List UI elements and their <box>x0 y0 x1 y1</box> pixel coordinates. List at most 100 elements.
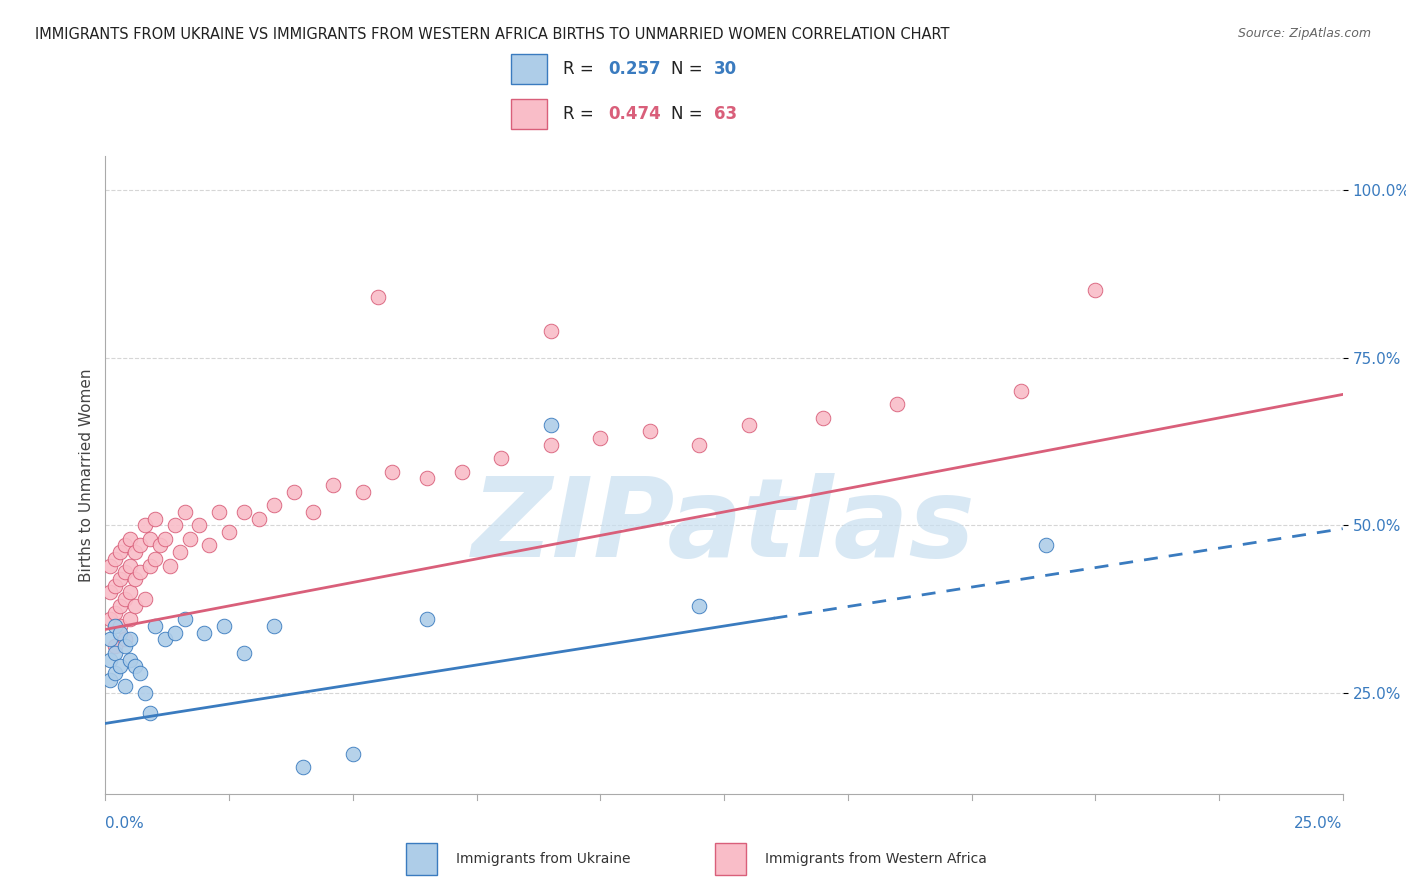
Point <box>104 666 127 681</box>
Text: IMMIGRANTS FROM UKRAINE VS IMMIGRANTS FROM WESTERN AFRICA BIRTHS TO UNMARRIED WO: IMMIGRANTS FROM UKRAINE VS IMMIGRANTS FR… <box>35 27 949 42</box>
Point <box>110 625 132 640</box>
Point <box>352 484 374 499</box>
Point <box>110 599 132 613</box>
Point <box>143 511 166 525</box>
Point <box>139 558 162 573</box>
Point <box>129 539 152 553</box>
Point <box>120 532 142 546</box>
Point <box>367 290 389 304</box>
Point <box>247 511 270 525</box>
Point <box>1035 539 1057 553</box>
Text: Source: ZipAtlas.com: Source: ZipAtlas.com <box>1237 27 1371 40</box>
Text: Immigrants from Ukraine: Immigrants from Ukraine <box>456 852 630 866</box>
Point <box>110 619 132 633</box>
Text: 0.0%: 0.0% <box>105 816 145 830</box>
Point <box>120 652 142 666</box>
Point <box>1084 284 1107 298</box>
Text: 0.474: 0.474 <box>607 105 661 123</box>
Point <box>134 686 156 700</box>
Point <box>540 438 562 452</box>
Text: 63: 63 <box>714 105 737 123</box>
Point <box>134 592 156 607</box>
Point <box>104 579 127 593</box>
Point <box>114 592 136 607</box>
Point <box>193 625 215 640</box>
Point <box>100 585 122 599</box>
Point <box>104 552 127 566</box>
Point <box>104 646 127 660</box>
Point <box>153 632 176 647</box>
Point <box>120 632 142 647</box>
Point <box>114 632 136 647</box>
Point <box>179 532 201 546</box>
Text: R =: R = <box>562 60 599 78</box>
Point <box>416 612 439 626</box>
Point <box>114 680 136 694</box>
Bar <box>512 54 547 84</box>
Point <box>124 599 146 613</box>
Text: 25.0%: 25.0% <box>1295 816 1343 830</box>
Point <box>110 572 132 586</box>
Point <box>173 505 195 519</box>
Point <box>143 619 166 633</box>
Point <box>263 498 285 512</box>
Text: 30: 30 <box>714 60 737 78</box>
Point <box>416 471 439 485</box>
Point <box>124 545 146 559</box>
Point <box>540 417 562 432</box>
Point <box>188 518 211 533</box>
Point <box>283 484 305 499</box>
Point <box>120 558 142 573</box>
Point <box>450 465 472 479</box>
Point <box>292 760 315 774</box>
Point <box>149 539 172 553</box>
Point <box>540 324 562 338</box>
Point <box>114 639 136 653</box>
Point <box>120 612 142 626</box>
Point <box>139 706 162 721</box>
Bar <box>716 844 747 874</box>
Point <box>159 558 181 573</box>
Point <box>212 619 235 633</box>
Point <box>302 505 325 519</box>
Point <box>198 539 221 553</box>
Point <box>124 572 146 586</box>
Point <box>738 417 761 432</box>
Point <box>263 619 285 633</box>
Text: Immigrants from Western Africa: Immigrants from Western Africa <box>765 852 987 866</box>
Y-axis label: Births to Unmarried Women: Births to Unmarried Women <box>79 368 94 582</box>
Point <box>100 558 122 573</box>
Point <box>589 431 612 445</box>
Text: N =: N = <box>672 60 709 78</box>
Point <box>104 639 127 653</box>
Text: N =: N = <box>672 105 709 123</box>
Point <box>100 673 122 687</box>
Point <box>134 518 156 533</box>
Point <box>169 545 191 559</box>
Point <box>811 411 834 425</box>
Point <box>100 632 122 647</box>
Point <box>104 606 127 620</box>
Point <box>114 566 136 580</box>
Point <box>1010 384 1032 398</box>
Point <box>110 659 132 673</box>
Point <box>100 652 122 666</box>
Point <box>100 612 122 626</box>
Point <box>381 465 404 479</box>
Point <box>124 659 146 673</box>
Point <box>139 532 162 546</box>
Bar <box>406 844 437 874</box>
Point <box>153 532 176 546</box>
Point <box>129 666 152 681</box>
Point <box>143 552 166 566</box>
Point <box>163 625 186 640</box>
Point <box>173 612 195 626</box>
Point <box>688 438 710 452</box>
Text: ZIPatlas: ZIPatlas <box>472 473 976 580</box>
Bar <box>512 99 547 129</box>
Point <box>688 599 710 613</box>
Point <box>886 397 908 411</box>
Point <box>208 505 231 519</box>
Point <box>163 518 186 533</box>
Point <box>104 619 127 633</box>
